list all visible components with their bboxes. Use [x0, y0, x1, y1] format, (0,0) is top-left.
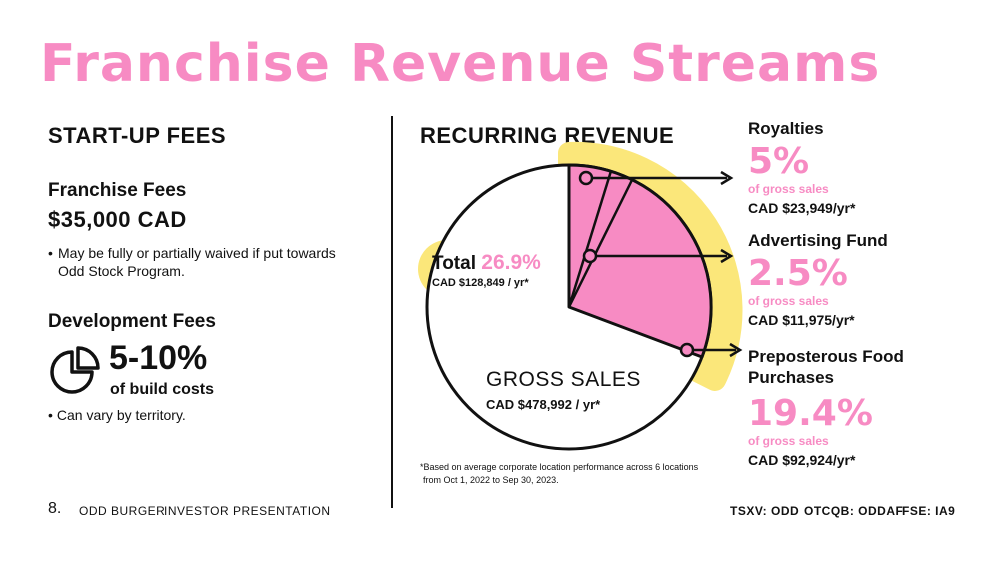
development-fees-sub: of build costs: [110, 381, 214, 398]
advertising-amount: CAD $11,975/yr*: [748, 312, 855, 328]
royalties-arrowhead: [720, 170, 734, 186]
advertising-basis: of gross sales: [748, 294, 829, 308]
development-fees-heading: Development Fees: [48, 311, 216, 332]
slice-line-royalties: [567, 170, 613, 308]
franchise-fees-note: • May be fully or partially waived if pu…: [48, 244, 348, 280]
advertising-name: Advertising Fund: [748, 231, 888, 250]
food-name: Preposterous Food Purchases: [748, 346, 904, 388]
royalties-basis: of gross sales: [748, 182, 829, 196]
pie-chart-icon: [48, 344, 104, 400]
franchise-fees-amount: $35,000 CAD: [48, 207, 187, 232]
footnote-line-1: *Based on average corporate location per…: [420, 462, 699, 472]
gross-sales-pie: [418, 141, 743, 451]
column-divider: [391, 116, 393, 508]
footer-company: ODD BURGER: [79, 504, 166, 518]
total-label-text: Total: [432, 253, 476, 274]
ticker-fse: FSE: IA9: [902, 504, 956, 518]
development-fees-note: • Can vary by territory.: [48, 407, 186, 423]
gross-sales-amount: CAD $478,992 / yr*: [486, 397, 601, 412]
food-pct: 19.4%: [748, 393, 873, 434]
food-amount: CAD $92,924/yr*: [748, 452, 856, 468]
food-dot: [679, 342, 695, 358]
food-arrowhead: [729, 342, 743, 358]
franchise-fees-note-text: May be fully or partially waived if put …: [58, 245, 336, 279]
startup-heading: START-UP FEES: [48, 123, 227, 148]
franchise-fees-heading: Franchise Fees: [48, 180, 187, 201]
total-label: Total 26.9%: [432, 251, 541, 275]
advertising-dot: [582, 248, 598, 264]
recurring-heading: RECURRING REVENUE: [420, 123, 675, 148]
food-name-line-2: Purchases: [748, 368, 834, 387]
page-title: Franchise Revenue Streams: [40, 34, 881, 94]
footnote: *Based on average corporate location per…: [420, 461, 698, 487]
royalties-pct: 5%: [748, 141, 810, 182]
development-fees-range: 5-10%: [109, 339, 208, 377]
food-name-line-1: Preposterous Food: [748, 347, 904, 366]
food-basis: of gross sales: [748, 434, 829, 448]
slice-line-advertising: [567, 179, 634, 308]
royalties-amount: CAD $23,949/yr*: [748, 200, 856, 216]
development-fees-note-text: Can vary by territory.: [56, 407, 186, 423]
gross-sales-label: GROSS SALES: [486, 368, 641, 391]
total-pct: 26.9%: [481, 251, 541, 274]
total-amount: CAD $128,849 / yr*: [432, 277, 529, 289]
royalties-name: Royalties: [748, 119, 824, 138]
footnote-line-2: from Oct 1, 2022 to Sep 30, 2023.: [423, 475, 559, 485]
footer-doc: INVESTOR PRESENTATION: [164, 504, 331, 518]
advertising-arrowhead: [720, 248, 734, 264]
page-number: 8.: [48, 500, 62, 517]
advertising-pct: 2.5%: [748, 253, 848, 294]
ticker-tsxv: TSXV: ODD: [730, 504, 800, 518]
royalties-dot: [578, 170, 594, 186]
ticker-otcqb: OTCQB: ODDAF: [804, 504, 904, 518]
